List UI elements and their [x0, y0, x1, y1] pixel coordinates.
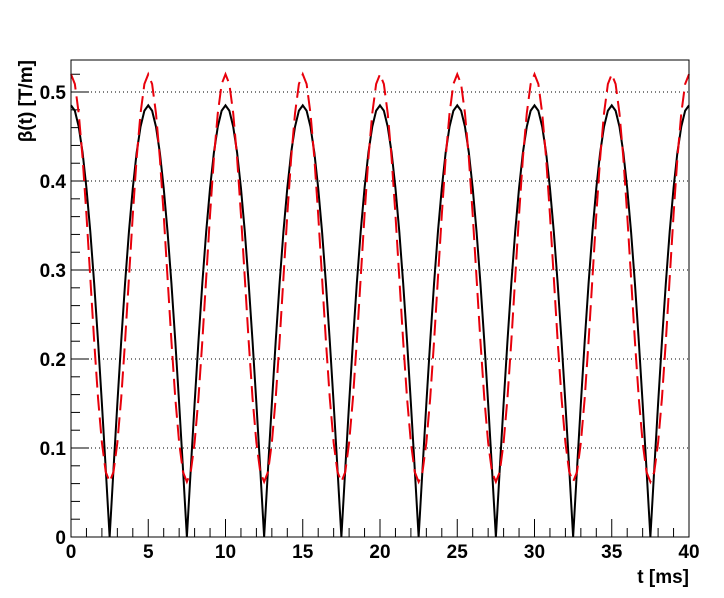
- x-tick-label: 5: [143, 542, 154, 563]
- x-axis-title: t [ms]: [637, 567, 689, 588]
- x-tick-label: 15: [292, 542, 314, 563]
- x-tick-label: 20: [369, 542, 390, 563]
- y-axis-title: β(t) [T/m]: [16, 60, 37, 142]
- series-line: [70, 71, 690, 485]
- x-tick-label: 35: [601, 542, 623, 563]
- y-tick-label: 0.2: [40, 350, 66, 371]
- plot-frame: [70, 59, 690, 538]
- x-tick-label: 25: [447, 542, 469, 563]
- y-tick-label: 0.3: [40, 261, 66, 282]
- x-tick-label: 40: [678, 542, 699, 563]
- series-line: [70, 103, 690, 538]
- y-tick-label: 0.1: [40, 439, 67, 460]
- x-tick-label: 30: [524, 542, 545, 563]
- y-tick-label: 0.5: [40, 83, 67, 104]
- y-tick-label: 0: [55, 528, 66, 549]
- y-tick-label: 0.4: [40, 172, 67, 193]
- x-tick-label: 0: [66, 542, 77, 563]
- x-tick-label: 10: [215, 542, 236, 563]
